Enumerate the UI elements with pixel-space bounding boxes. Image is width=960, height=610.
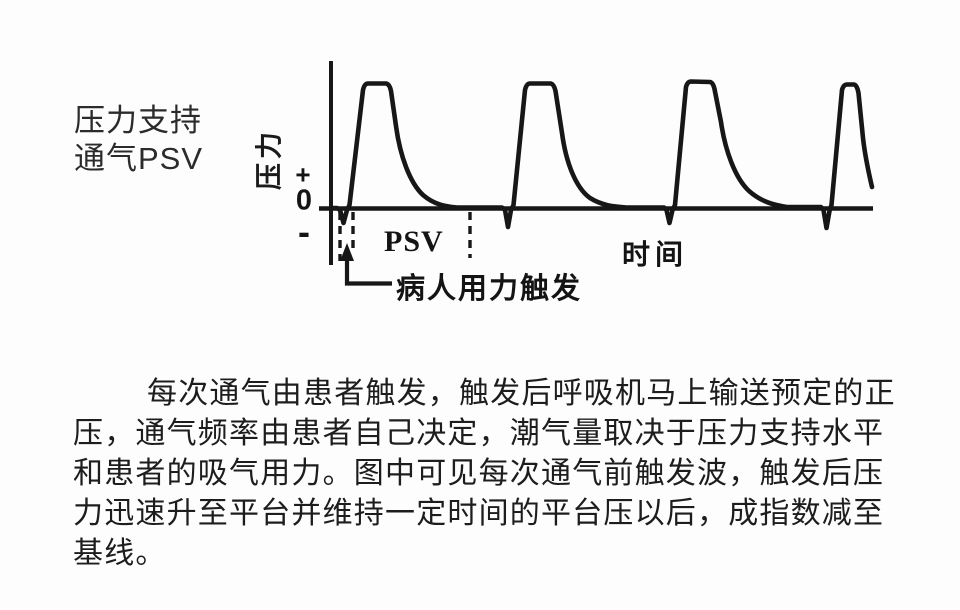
paragraph-line: 基线。 [73, 537, 167, 570]
up-arrow-icon [340, 243, 354, 261]
y-tick-minus: - [298, 211, 310, 252]
y-tick-plus: + [295, 159, 311, 190]
y-axis-label: 压力 [254, 128, 285, 190]
x-axis-label: 时间 [622, 239, 689, 270]
trigger-annotation-label: 病人用力触发 [396, 273, 583, 305]
trigger-annotation-connector [344, 250, 392, 286]
pressure-trace [330, 79, 875, 231]
psv-cycle-label: PSV [384, 225, 444, 258]
slide-title-line1: 压力支持 [74, 103, 202, 138]
paragraph-line: 每次通气由患者触发，触发后呼吸机马上输送预定的正 [147, 377, 896, 410]
slide-title: 压力支持 通气PSV [74, 102, 203, 178]
slide-title-line2: 通气PSV [74, 141, 204, 176]
y-tick-zero: 0 [295, 184, 313, 217]
paragraph-line: 力迅速升至平台并维持一定时间的平台压以后，成指数减至 [73, 497, 885, 530]
paragraph-line: 压，通气频率由患者自己决定，潮气量取决于压力支持水平 [73, 417, 885, 450]
explanation-paragraph: 每次通气由患者触发，触发后呼吸机马上输送预定的正 压，通气频率由患者自己决定，潮… [73, 374, 919, 574]
paragraph-line: 和患者的吸气用力。图中可见每次通气前触发波，触发后压 [73, 457, 885, 490]
